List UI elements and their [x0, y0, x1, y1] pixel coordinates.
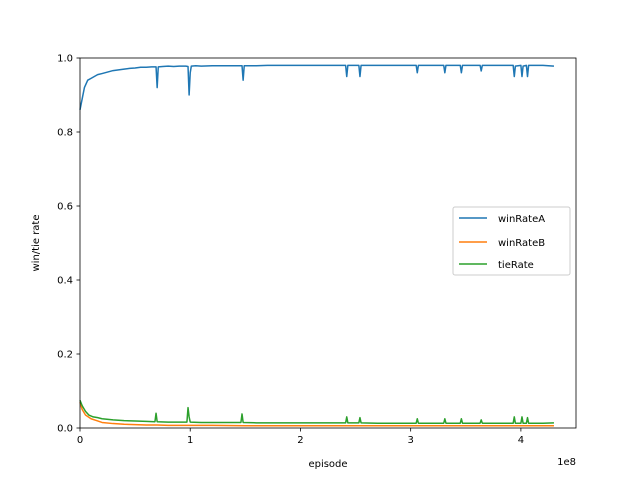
y-tick-label: 0.6 [57, 202, 73, 213]
x-tick-label: 2 [297, 435, 303, 446]
y-tick-label: 0.4 [57, 276, 73, 287]
y-tick-label: 0.8 [57, 128, 73, 139]
legend-label-winRateB: winRateB [498, 238, 545, 249]
legend-label-winRateA: winRateA [498, 214, 545, 225]
y-axis-label: win/tie rate [31, 214, 42, 271]
series-line-winRateA [79, 64, 555, 110]
axes-frame [79, 57, 577, 429]
legend-label-tieRate: tieRate [498, 260, 534, 271]
series-line-winRateB [79, 401, 554, 427]
x-tick-label: 4 [518, 435, 524, 446]
y-tick-label: 0.2 [57, 350, 73, 361]
x-tick-label: 3 [407, 435, 413, 446]
series-line-tieRate [79, 399, 554, 424]
x-tick-label: 0 [77, 435, 83, 446]
series-layer [79, 64, 555, 427]
x-tick-label: 1 [187, 435, 193, 446]
legend: winRateA winRateB tieRate [452, 206, 571, 276]
x-axis-offset-label: 1e8 [557, 457, 576, 468]
y-tick-label: 1.0 [57, 54, 73, 65]
axes-layer: 0 1 2 3 4 0.0 0.2 0.4 0.6 0.8 1.0 [57, 54, 577, 446]
x-axis-label: episode [308, 459, 347, 470]
legend-frame [452, 206, 571, 276]
y-tick-label: 0.0 [57, 424, 73, 435]
